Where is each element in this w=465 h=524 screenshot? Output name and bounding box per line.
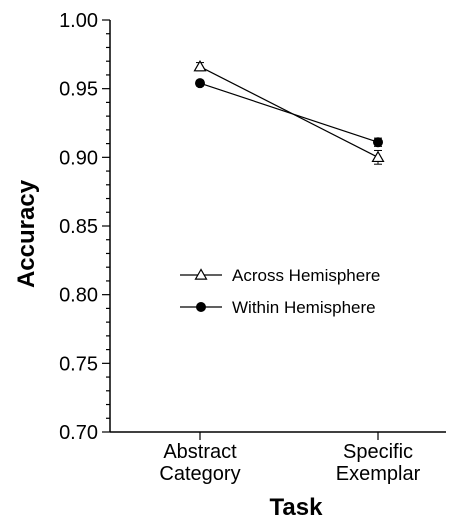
- series-line-0: [199, 66, 379, 158]
- data-point: [195, 78, 205, 89]
- y-tick-label: 0.90: [59, 147, 98, 169]
- legend-marker: [196, 302, 206, 312]
- y-tick-label: 0.85: [59, 216, 98, 238]
- y-tick-label: 0.80: [59, 285, 98, 307]
- x-tick-label: Abstract: [163, 441, 237, 463]
- data-point: [193, 59, 207, 72]
- axes: [109, 20, 446, 433]
- legend: Across Hemisphere Within Hemisphere: [180, 266, 380, 317]
- series-line-1: [199, 82, 379, 143]
- x-axis-title: Task: [270, 494, 324, 521]
- x-tick-label: Category: [159, 463, 240, 485]
- y-tick-label: 0.75: [59, 353, 98, 375]
- legend-label: Across Hemisphere: [232, 266, 380, 285]
- y-tick-label: 0.95: [59, 79, 98, 101]
- legend-marker: [194, 268, 208, 280]
- x-tick-label: Exemplar: [336, 463, 421, 485]
- data-point: [371, 150, 385, 163]
- data-point: [373, 137, 383, 148]
- x-tick-label: Specific: [343, 441, 413, 463]
- y-ticks: 0.70 0.75 0.80 0.85 0.90 0.95 1.00: [59, 10, 110, 444]
- legend-label: Within Hemisphere: [232, 298, 376, 317]
- y-axis-title: Accuracy: [13, 179, 40, 288]
- y-tick-label: 0.70: [59, 422, 98, 444]
- series-group: [193, 59, 385, 165]
- y-tick-label: 1.00: [59, 10, 98, 32]
